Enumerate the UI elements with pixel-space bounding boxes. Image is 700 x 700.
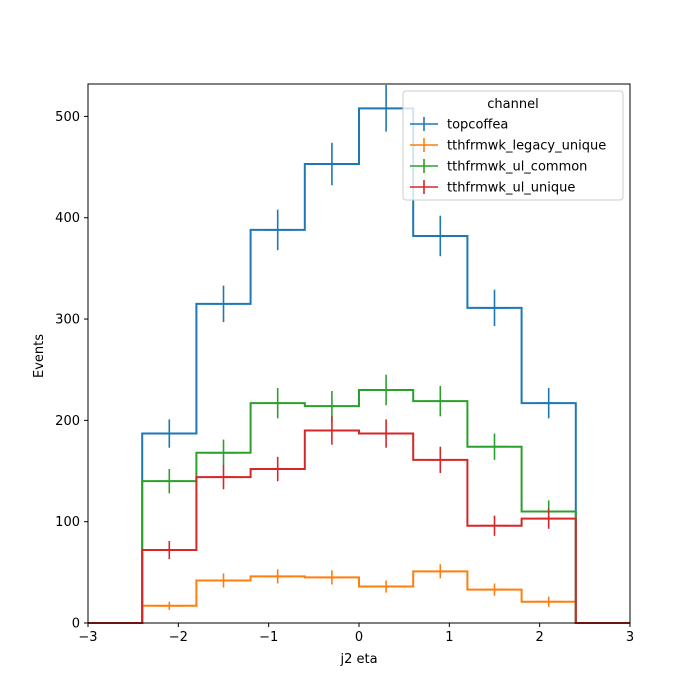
legend-box <box>402 90 624 201</box>
legend-entry: tthfrmwk_ul_common <box>410 159 587 175</box>
x-tick-label: 3 <box>626 630 634 645</box>
error-bar <box>264 569 292 584</box>
series-tthfrmwk_legacy_unique <box>88 564 630 624</box>
series-step-line <box>88 107 630 624</box>
legend-label: tthfrmwk_legacy_unique <box>447 139 606 154</box>
error-bar <box>480 583 509 596</box>
x-axis-label: j2 eta <box>339 652 377 667</box>
legend-entry: tthfrmwk_legacy_unique <box>410 138 606 154</box>
legend-title: channel <box>487 97 538 112</box>
error-bar <box>480 289 509 327</box>
error-bar <box>264 209 292 251</box>
x-tick-label: −1 <box>259 630 278 645</box>
y-axis-label: Events <box>32 334 47 378</box>
x-tick-label: 2 <box>536 630 544 645</box>
error-bar <box>372 580 400 593</box>
legend-label: topcoffea <box>447 118 508 133</box>
error-bar <box>155 419 183 448</box>
error-bar <box>426 564 454 579</box>
y-tick-label: 100 <box>55 515 80 530</box>
error-bar <box>426 446 454 474</box>
error-bar <box>372 419 400 448</box>
legend: channel topcoffea tthfrmwk_legacy_uniquet… <box>402 90 624 201</box>
y-tick-label: 200 <box>55 414 80 429</box>
error-bar <box>155 601 183 610</box>
axes-frame <box>87 83 631 624</box>
error-bar <box>480 433 509 460</box>
error-bar <box>209 573 238 588</box>
error-bar <box>372 374 400 406</box>
legend-label: tthfrmwk_ul_common <box>447 160 587 175</box>
y-tick-label: 300 <box>55 313 80 328</box>
error-bar <box>318 142 346 186</box>
y-tick-label: 0 <box>72 617 80 632</box>
error-bar <box>209 439 238 466</box>
error-bar <box>264 387 292 419</box>
legend-entry: topcoffea <box>410 117 508 133</box>
x-tick-label: 1 <box>445 630 453 645</box>
x-axis: −3 −2 −1 0 1 2 3 <box>78 623 634 645</box>
plot-area <box>88 85 630 624</box>
error-bar <box>209 285 238 323</box>
x-tick-label: 0 <box>355 630 363 645</box>
series-step-line <box>88 570 630 624</box>
error-bar <box>264 456 292 482</box>
error-bar <box>480 515 509 536</box>
error-bar <box>155 540 183 560</box>
error-bar <box>426 385 454 417</box>
y-tick-label: 500 <box>55 110 80 125</box>
error-bar <box>318 416 346 445</box>
series-topcoffea <box>88 85 630 624</box>
x-tick-label: −2 <box>169 630 188 645</box>
error-bar <box>426 215 454 257</box>
legend-entry: tthfrmwk_ul_unique <box>410 180 575 196</box>
error-bar <box>155 469 183 494</box>
error-bar <box>535 508 563 529</box>
series-step-line <box>88 429 630 624</box>
y-tick-label: 400 <box>55 211 80 226</box>
legend-label: tthfrmwk_ul_unique <box>447 181 575 196</box>
error-bar <box>372 85 400 132</box>
y-axis: 0 100 200 300 400 500 <box>55 110 88 632</box>
error-bar <box>318 570 346 585</box>
error-bar <box>209 464 238 490</box>
x-tick-label: −3 <box>78 630 97 645</box>
error-bar <box>535 387 563 419</box>
series-tthfrmwk_ul_unique <box>88 416 630 624</box>
error-bar <box>535 596 563 607</box>
